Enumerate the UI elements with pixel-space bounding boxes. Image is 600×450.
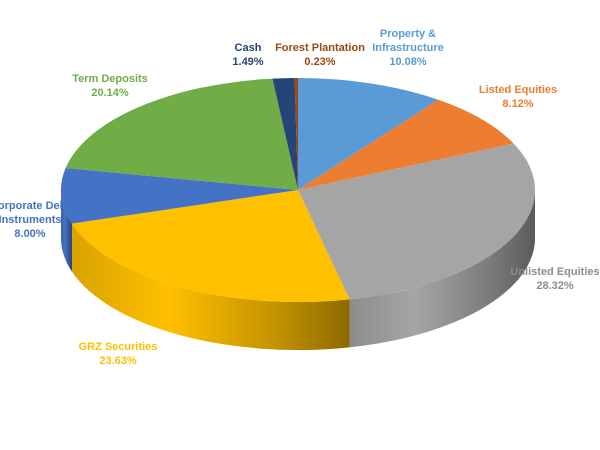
category-name: Property & Infrastructure bbox=[372, 28, 444, 54]
data-label: Listed Equities 8.12% bbox=[458, 83, 578, 111]
slice bbox=[298, 99, 514, 190]
data-label: Forest Plantation 0.23% bbox=[260, 41, 380, 69]
category-name: Unlisted Equities bbox=[510, 266, 600, 278]
data-label: Cash 1.49% bbox=[188, 41, 308, 69]
slice-side-shade bbox=[71, 223, 350, 350]
value-label: 23.63% bbox=[99, 355, 137, 367]
category-name: GRZ Securities bbox=[78, 341, 158, 353]
slice-side-shade bbox=[61, 190, 72, 272]
value-label: 20.14% bbox=[91, 87, 129, 99]
slice bbox=[60, 168, 298, 224]
value-label: 8.00% bbox=[14, 228, 46, 240]
data-label: Term Deposits 20.14% bbox=[50, 72, 170, 100]
category-name: Listed Equities bbox=[478, 84, 558, 96]
category-name: Cash bbox=[234, 42, 262, 54]
slice bbox=[294, 78, 298, 190]
category-name: Term Deposits bbox=[72, 73, 148, 85]
data-label: GRZ Securities 23.63% bbox=[58, 340, 178, 368]
slice bbox=[65, 78, 299, 190]
slice bbox=[272, 78, 298, 190]
slice bbox=[298, 143, 536, 300]
value-label: 28.32% bbox=[536, 280, 574, 292]
category-name: Forest Plantation bbox=[275, 42, 365, 54]
value-label: 1.49% bbox=[232, 56, 264, 68]
slice-side-shade bbox=[349, 190, 535, 348]
slice bbox=[298, 78, 439, 190]
value-label: 8.12% bbox=[502, 98, 534, 110]
data-label: Corporate Debt Instruments 8.00% bbox=[0, 199, 90, 241]
category-name: Corporate Debt Instruments bbox=[0, 200, 71, 226]
data-label: Property & Infrastructure 10.08% bbox=[363, 27, 453, 69]
data-label: Unlisted Equities 28.32% bbox=[495, 265, 600, 293]
slice bbox=[71, 190, 350, 303]
value-label: 0.23% bbox=[304, 56, 336, 68]
value-label: 10.08% bbox=[389, 56, 427, 68]
